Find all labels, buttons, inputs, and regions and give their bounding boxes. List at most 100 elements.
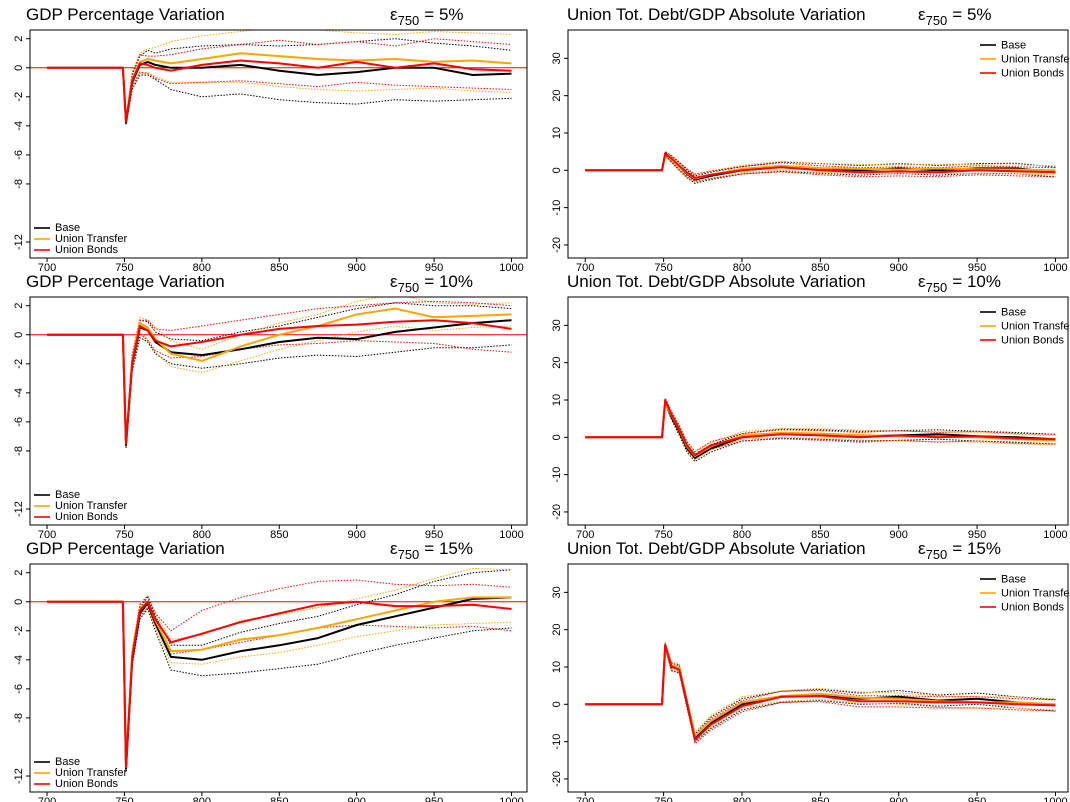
chart-title: GDP Percentage Variation	[26, 272, 225, 291]
confidence-band	[585, 151, 1056, 175]
plot-frame	[29, 563, 528, 793]
x-tick-label: 850	[270, 529, 288, 541]
series-line	[585, 152, 1056, 181]
confidence-band	[47, 30, 512, 118]
x-tick-label: 950	[968, 262, 986, 274]
y-tick-label: -10	[551, 200, 563, 216]
x-tick-label: 950	[425, 262, 443, 274]
y-tick-label: -2	[13, 626, 25, 636]
x-tick-label: 800	[733, 529, 751, 541]
y-tick-label: -12	[13, 234, 25, 250]
y-tick-label: -6	[13, 417, 25, 427]
y-tick-label: -10	[551, 467, 563, 483]
legend-label: Union Transfer	[1001, 321, 1070, 333]
annotation-text: = 10%	[952, 272, 1001, 291]
x-tick-label: 850	[811, 529, 829, 541]
y-tick-label: -4	[13, 121, 25, 131]
x-tick-label: 700	[38, 796, 56, 802]
x-tick-label: 750	[115, 529, 133, 541]
legend-label: Base	[55, 756, 80, 768]
confidence-band	[47, 325, 512, 446]
panel: Union Tot. Debt/GDP Absolute Variation ε7…	[551, 5, 1070, 274]
annotation-symbol: ε	[918, 272, 926, 291]
y-tick-label: -4	[13, 388, 25, 398]
annotation-text: = 15%	[952, 539, 1001, 558]
plot-area	[585, 396, 1056, 463]
y-tick-label: 2	[13, 303, 25, 309]
chart-title: GDP Percentage Variation	[26, 539, 225, 558]
x-tick-label: 900	[890, 529, 908, 541]
annotation-text: = 5%	[952, 5, 991, 24]
x-tick-label: 900	[890, 262, 908, 274]
plot-frame	[29, 29, 528, 259]
annotation-subscript: 750	[926, 13, 948, 28]
x-tick-label: 850	[811, 796, 829, 802]
confidence-band	[585, 154, 1056, 183]
legend-label: Base	[55, 222, 80, 234]
series-line	[585, 647, 1056, 737]
legend-label: Union Bonds	[1001, 602, 1064, 614]
x-tick-label: 750	[654, 262, 672, 274]
x-tick-label: 850	[811, 262, 829, 274]
y-tick-label: -8	[13, 713, 25, 723]
series-line	[47, 60, 512, 124]
x-tick-label: 700	[38, 529, 56, 541]
y-tick-label: -2	[13, 92, 25, 102]
confidence-band	[47, 601, 512, 768]
confidence-band	[585, 399, 1056, 453]
x-tick-label: 1000	[499, 796, 523, 802]
y-tick-label: -12	[13, 768, 25, 784]
annotation-subscript: 750	[926, 280, 948, 295]
x-tick-label: 800	[733, 262, 751, 274]
y-tick-label: 10	[551, 394, 563, 406]
x-tick-label: 950	[968, 796, 986, 802]
confidence-band	[47, 300, 512, 441]
legend-label: Union Bonds	[55, 511, 118, 523]
series-line	[585, 153, 1056, 180]
y-tick-label: 2	[13, 570, 25, 576]
annotation: ε750 = 10%	[918, 272, 1001, 295]
y-tick-label: -12	[13, 501, 25, 517]
plot-area	[30, 567, 527, 772]
x-tick-label: 800	[193, 529, 211, 541]
x-tick-label: 800	[193, 796, 211, 802]
panel: GDP Percentage Variation ε750 = 15% 700 750 8…	[13, 539, 528, 802]
x-tick-label: 1000	[499, 529, 523, 541]
annotation-text: = 10%	[424, 272, 473, 291]
confidence-band	[585, 646, 1056, 734]
annotation-subscript: 750	[398, 280, 420, 295]
annotation: ε750 = 10%	[390, 272, 473, 295]
confidence-band	[585, 396, 1056, 453]
annotation: ε750 = 15%	[390, 539, 473, 562]
plot-frame	[567, 296, 1069, 526]
confidence-band	[47, 579, 512, 765]
x-tick-label: 750	[654, 796, 672, 802]
confidence-band	[47, 38, 512, 119]
confidence-band	[585, 644, 1056, 736]
x-tick-label: 900	[890, 796, 908, 802]
y-tick-label: 20	[551, 357, 563, 369]
y-tick-label: 0	[13, 65, 25, 71]
plot-area	[585, 642, 1056, 745]
y-tick-label: 20	[551, 90, 563, 102]
confidence-band	[47, 601, 512, 772]
series-line	[47, 319, 512, 445]
confidence-band	[47, 569, 512, 766]
y-tick-label: 10	[551, 127, 563, 139]
annotation-symbol: ε	[918, 539, 926, 558]
panel: Union Tot. Debt/GDP Absolute Variation ε7…	[551, 272, 1070, 541]
y-tick-label: 30	[551, 52, 563, 64]
annotation-subscript: 750	[398, 547, 420, 562]
confidence-band	[47, 601, 512, 771]
x-tick-label: 750	[654, 529, 672, 541]
legend-label: Union Transfer	[1001, 54, 1070, 66]
x-tick-label: 950	[425, 529, 443, 541]
y-tick-label: 2	[13, 36, 25, 42]
y-tick-label: -20	[551, 771, 563, 787]
x-tick-label: 950	[425, 796, 443, 802]
